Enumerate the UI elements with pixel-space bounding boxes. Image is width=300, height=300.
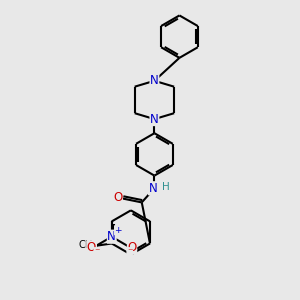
Text: CH₃: CH₃	[78, 240, 97, 250]
Text: N: N	[150, 112, 159, 126]
Text: +: +	[115, 226, 122, 235]
Text: O: O	[128, 241, 137, 254]
Text: N: N	[107, 230, 116, 243]
Text: H: H	[162, 182, 170, 192]
Text: O: O	[113, 191, 122, 204]
Text: O: O	[87, 241, 96, 254]
Text: ⁻: ⁻	[127, 248, 132, 258]
Text: ⁻: ⁻	[94, 248, 100, 258]
Text: N: N	[148, 182, 157, 195]
Text: N: N	[150, 74, 159, 87]
